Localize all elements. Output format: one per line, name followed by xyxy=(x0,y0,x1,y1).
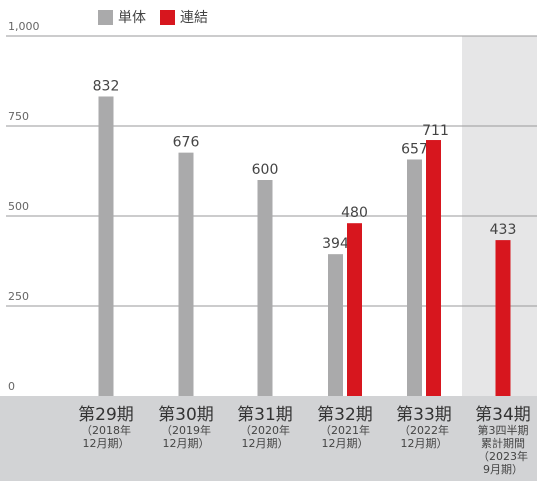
category-sub-label: （2019年 xyxy=(161,423,211,437)
y-tick-label: 750 xyxy=(8,110,29,123)
category-sub-label: 12月期） xyxy=(83,437,130,450)
category-sub-label: 累計期間 xyxy=(481,436,525,450)
data-label: 676 xyxy=(173,135,200,151)
category-sub-label: 第3四半期 xyxy=(478,423,529,437)
legend-item-tantai: 単体 xyxy=(98,7,146,27)
bar-renketsu xyxy=(426,140,441,396)
category-sub-label: 12月期） xyxy=(163,437,210,450)
bar-renketsu xyxy=(347,223,362,396)
category-sub-label: （2018年 xyxy=(81,423,131,437)
bar-tantai xyxy=(178,152,194,396)
legend-swatch-tantai xyxy=(98,9,113,25)
category-axis-band xyxy=(0,396,537,481)
data-label: 394 xyxy=(322,236,349,252)
category-label: 第31期 xyxy=(237,405,293,425)
category-sub-label: 12月期） xyxy=(401,437,448,450)
chart-legend: 単体 連結 xyxy=(98,7,222,27)
data-label: 480 xyxy=(341,205,368,221)
legend-item-renketsu: 連結 xyxy=(160,7,208,27)
category-sub-label: （2020年 xyxy=(240,423,290,437)
category-sub-label: （2023年 xyxy=(478,449,528,463)
legend-label-renketsu: 連結 xyxy=(180,10,208,26)
category-label: 第30期 xyxy=(158,405,214,425)
category-label: 第32期 xyxy=(317,405,373,425)
category-sub-label: 12月期） xyxy=(322,437,369,450)
bar-tantai xyxy=(328,254,343,396)
bar-tantai xyxy=(98,96,114,396)
data-label: 657 xyxy=(401,141,428,157)
legend-swatch-renketsu xyxy=(160,9,175,25)
data-label: 433 xyxy=(490,222,517,238)
category-sub-label: （2022年 xyxy=(399,423,449,437)
data-label: 832 xyxy=(93,78,120,94)
category-sub-label: 9月期） xyxy=(483,463,523,476)
legend-label-tantai: 単体 xyxy=(118,10,146,26)
y-tick-label: 1,000 xyxy=(8,20,40,33)
y-tick-label: 500 xyxy=(8,200,29,213)
data-label: 600 xyxy=(252,162,279,178)
category-sub-label: 12月期） xyxy=(242,437,289,450)
category-label: 第34期 xyxy=(475,405,531,425)
data-label: 711 xyxy=(422,123,449,139)
y-tick-label: 0 xyxy=(8,380,15,393)
category-sub-label: （2021年 xyxy=(320,423,370,437)
bar-tantai xyxy=(257,180,273,396)
bar-renketsu xyxy=(495,240,511,396)
y-tick-label: 250 xyxy=(8,290,29,303)
bar-tantai xyxy=(407,159,422,396)
category-label: 第29期 xyxy=(78,405,134,425)
category-label: 第33期 xyxy=(396,405,452,425)
